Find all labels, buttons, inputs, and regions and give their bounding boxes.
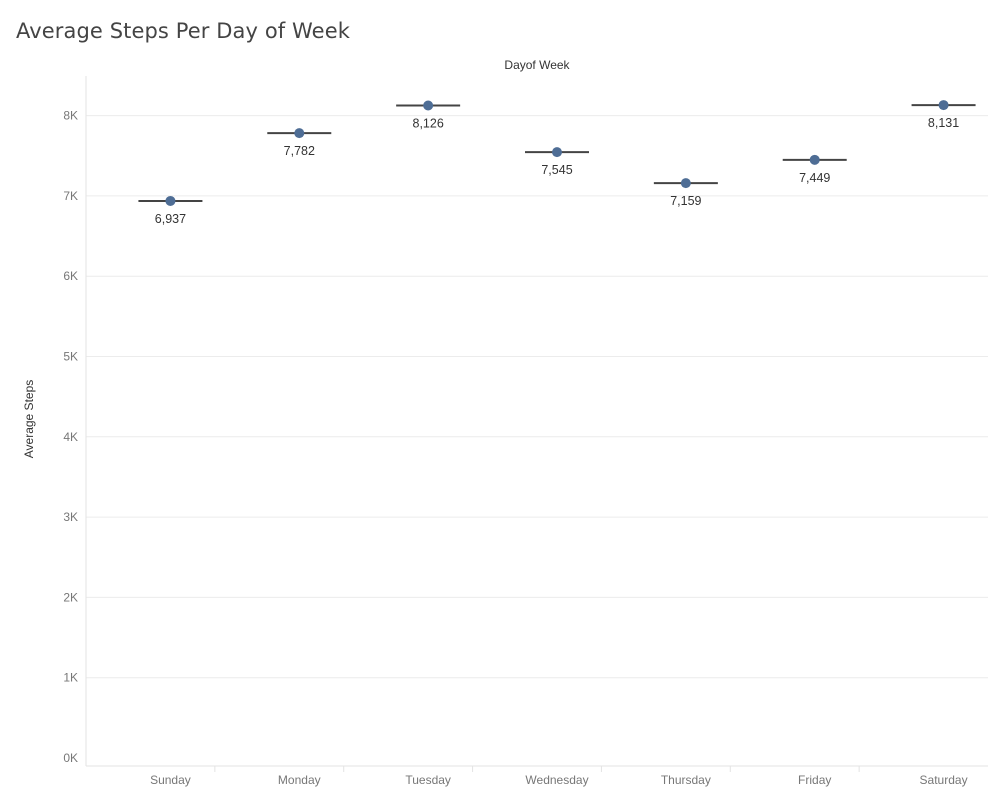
marks: 6,937 7,782 8,126 7,545 7,159 7,449 8,131	[138, 100, 976, 226]
point-monday	[294, 128, 305, 139]
y-tick-label: 2K	[63, 590, 78, 604]
column-header-label: Dayof Week	[504, 58, 570, 72]
point-wednesday	[552, 147, 562, 158]
gridlines	[86, 115, 988, 679]
y-tick-label: 0K	[63, 751, 78, 765]
y-tick-label: 3K	[63, 510, 78, 524]
x-tick-label: Sunday	[150, 773, 191, 787]
y-ticks: 0K 1K 2K 3K 4K 5K 6K 7K 8K	[63, 109, 78, 765]
point-thursday	[680, 178, 691, 189]
data-label-wednesday: 7,545	[541, 163, 572, 177]
data-label-tuesday: 8,126	[413, 116, 444, 130]
point-saturday	[938, 100, 949, 111]
x-tick-label: Tuesday	[405, 773, 451, 787]
x-ticks: Sunday Monday Tuesday Wednesday Thursday Frid…	[150, 773, 968, 787]
x-tick-label: Saturday	[920, 773, 968, 787]
point-sunday	[165, 195, 176, 206]
data-label-thursday: 7,159	[670, 194, 701, 208]
y-tick-label: 4K	[63, 430, 78, 444]
chart-title: Average Steps Per Day of Week	[16, 19, 350, 43]
data-label-sunday: 6,937	[155, 212, 186, 226]
data-label-monday: 7,782	[284, 144, 315, 158]
data-label-saturday: 8,131	[928, 116, 959, 130]
y-tick-label: 8K	[63, 109, 78, 123]
point-friday	[809, 154, 820, 165]
y-tick-label: 7K	[63, 189, 78, 203]
y-tick-label: 5K	[63, 350, 78, 364]
x-tick-label: Friday	[798, 773, 831, 787]
axes	[85, 76, 988, 772]
data-label-friday: 7,449	[799, 171, 830, 185]
x-tick-label: Thursday	[661, 773, 711, 787]
x-tick-label: Wednesday	[525, 773, 588, 787]
x-tick-label: Monday	[278, 773, 321, 787]
y-tick-label: 6K	[63, 269, 78, 283]
y-tick-label: 1K	[63, 671, 78, 685]
point-tuesday	[423, 100, 434, 111]
